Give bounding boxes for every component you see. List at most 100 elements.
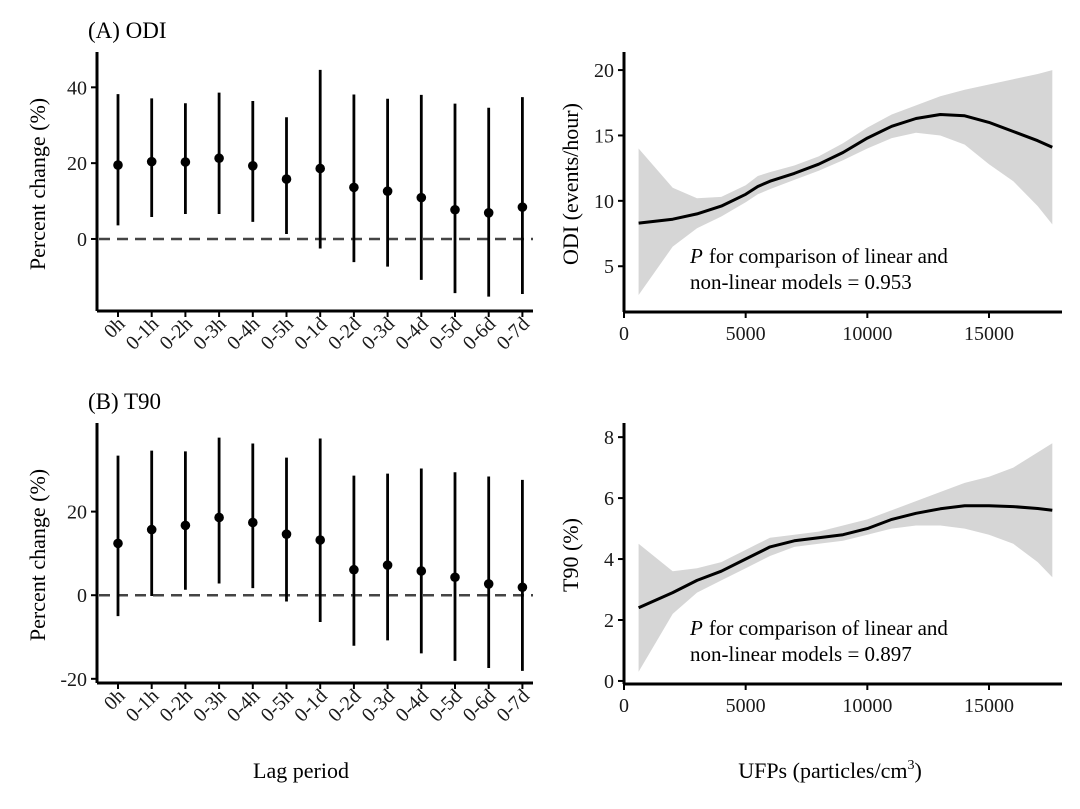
x-tick-label: 0-2h bbox=[155, 313, 196, 354]
point-estimate bbox=[281, 529, 292, 539]
x-tick-label: 0-5h bbox=[257, 313, 298, 354]
y-axis-title: Percent change (%) bbox=[25, 98, 50, 270]
x-tick-label: 0-1d bbox=[290, 313, 331, 354]
y-tick-label: 20 bbox=[67, 502, 87, 524]
fitted-curve bbox=[637, 504, 1053, 610]
point-estimate bbox=[214, 153, 224, 164]
x-tick-label: 0-3d bbox=[358, 313, 399, 354]
point-estimate bbox=[382, 560, 393, 570]
x-tick-label: 15000 bbox=[964, 323, 1014, 345]
x-tick-label: 5000 bbox=[726, 323, 766, 345]
x-tick-label: 15000 bbox=[964, 695, 1014, 717]
y-tick-label: 10 bbox=[594, 191, 614, 213]
point-estimate bbox=[315, 163, 326, 174]
point-estimate bbox=[113, 538, 123, 549]
y-tick-label: 2 bbox=[604, 610, 614, 632]
x-tick-label: 0-3h bbox=[189, 313, 230, 354]
point-estimate bbox=[483, 208, 494, 218]
point-estimate bbox=[517, 582, 528, 593]
p-italic: P bbox=[689, 244, 703, 268]
x-tick-label: 0-4d bbox=[391, 313, 432, 354]
point-estimate bbox=[416, 192, 427, 203]
x-axis-title-ufps: UFPs (particles/cm3) bbox=[738, 758, 922, 783]
x-tick-label: 0-3d bbox=[358, 685, 399, 726]
y-tick-label: -20 bbox=[60, 669, 87, 691]
y-tick-label: 0 bbox=[604, 671, 614, 693]
x-tick-label: 0-2d bbox=[324, 313, 365, 354]
x-tick-label: 0-1d bbox=[290, 685, 331, 726]
y-tick-label: 4 bbox=[604, 549, 614, 571]
y-tick-label: 5 bbox=[604, 256, 614, 278]
point-estimate bbox=[416, 566, 427, 576]
point-estimate bbox=[180, 520, 191, 531]
y-tick-label: 0 bbox=[77, 229, 87, 251]
p-value-annotation-line2: non-linear models = 0.897 bbox=[690, 642, 912, 666]
fitted-curve bbox=[638, 113, 1053, 225]
point-estimate bbox=[146, 156, 157, 167]
x-tick-label: 0-4d bbox=[391, 685, 432, 726]
y-axis-title: T90 (%) bbox=[558, 518, 583, 592]
x-tick-label: 0-2d bbox=[324, 685, 365, 726]
x-tick-label: 0-4h bbox=[223, 685, 264, 726]
x-axis-title-ufps-close: ) bbox=[914, 758, 921, 783]
point-estimate bbox=[349, 564, 359, 575]
x-tick-label: 0-5h bbox=[257, 685, 298, 726]
y-tick-label: 40 bbox=[67, 77, 87, 99]
point-estimate bbox=[483, 579, 494, 589]
point-estimate bbox=[146, 524, 157, 535]
point-estimate bbox=[349, 182, 359, 193]
point-estimate bbox=[382, 186, 393, 197]
x-tick-label: 10000 bbox=[842, 323, 892, 345]
x-tick-label: 0-6d bbox=[459, 313, 500, 354]
x-tick-label: 0-2h bbox=[155, 685, 196, 726]
x-tick-label: 0 bbox=[619, 695, 629, 717]
p-text: for comparison of linear and bbox=[709, 244, 949, 268]
y-tick-label: 8 bbox=[604, 427, 614, 449]
x-tick-label: 0-5d bbox=[425, 313, 466, 354]
point-estimate bbox=[113, 160, 123, 170]
y-axis-title: Percent change (%) bbox=[25, 469, 50, 641]
y-tick-label: 20 bbox=[594, 60, 614, 82]
confidence-band bbox=[638, 70, 1053, 295]
panel-title-b: (B) T90 bbox=[88, 389, 161, 414]
panel-a-ufp-curve: 5 10 15 20 0 5000 10000 15000 ODI (events/hour) P… bbox=[558, 52, 1062, 345]
point-estimate bbox=[180, 157, 191, 167]
point-estimate bbox=[248, 161, 258, 171]
x-axis-title-lag-period: Lag period bbox=[253, 758, 349, 783]
point-estimate bbox=[450, 572, 460, 583]
x-tick-label: 0-7d bbox=[492, 685, 533, 726]
x-tick-label: 0-7d bbox=[492, 313, 533, 354]
x-tick-label: 10000 bbox=[842, 695, 892, 717]
p-italic: P bbox=[689, 616, 703, 640]
y-axis-title: ODI (events/hour) bbox=[558, 103, 583, 265]
y-tick-label: 6 bbox=[604, 488, 614, 510]
p-text: for comparison of linear and bbox=[709, 616, 949, 640]
x-axis-title-ufps-text: UFPs (particles/cm bbox=[738, 758, 907, 783]
point-estimate bbox=[248, 517, 258, 528]
point-estimate bbox=[315, 535, 326, 545]
y-tick-label: 20 bbox=[67, 153, 87, 175]
x-tick-label: 0-1h bbox=[122, 313, 163, 354]
panel-title-a: (A) ODI bbox=[88, 18, 167, 43]
x-tick-label: 0-4h bbox=[223, 313, 264, 354]
panel-b-ufp-curve: 0 2 4 6 8 0 5000 10000 15000 T90 (%) P for comparis… bbox=[558, 423, 1062, 717]
point-estimate bbox=[214, 512, 224, 523]
x-tick-label: 5000 bbox=[726, 695, 766, 717]
x-tick-label: 0-3h bbox=[189, 685, 230, 726]
x-tick-label: 0 bbox=[619, 323, 629, 345]
x-tick-label: 0-1h bbox=[122, 685, 163, 726]
p-value-annotation-line2: non-linear models = 0.953 bbox=[690, 270, 912, 294]
y-tick-label: 0 bbox=[77, 585, 87, 607]
confidence-band bbox=[638, 443, 1053, 672]
x-tick-label: 0-5d bbox=[425, 685, 466, 726]
x-tick-label: 0-6d bbox=[459, 685, 500, 726]
x-axis-title-ufps-sup: 3 bbox=[907, 758, 914, 773]
point-estimate bbox=[517, 202, 528, 212]
point-estimate bbox=[450, 204, 460, 215]
y-tick-label: 15 bbox=[594, 125, 614, 147]
